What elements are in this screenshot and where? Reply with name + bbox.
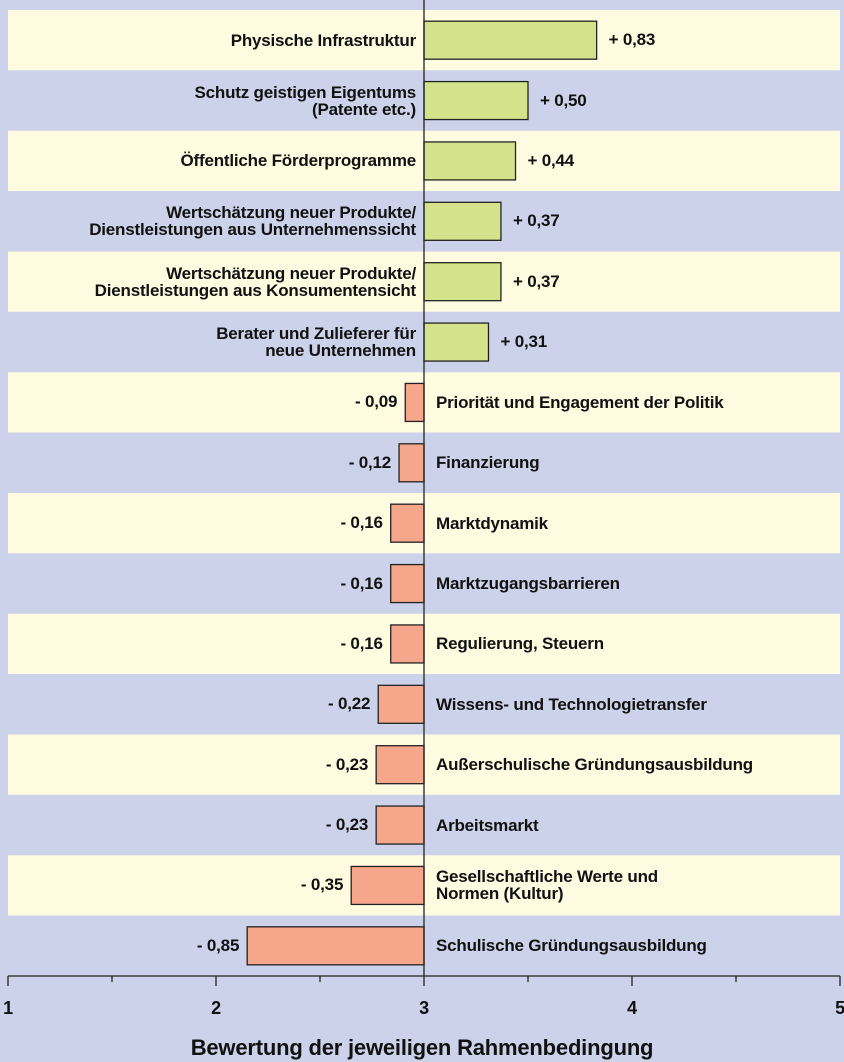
category-label: Außerschulische Gründungsausbildung <box>436 755 753 775</box>
category-label: Wertschätzung neuer Produkte/ Dienstleis… <box>89 203 416 240</box>
category-label: Wertschätzung neuer Produkte/ Dienstleis… <box>94 263 417 300</box>
category-label: Schulische Gründungsausbildung <box>436 936 707 956</box>
bar <box>398 443 425 483</box>
value-label: - 0,35 <box>300 875 344 895</box>
x-tick-label: 2 <box>211 998 221 1018</box>
value-label: - 0,16 <box>340 573 383 593</box>
value-label: - 0,16 <box>340 633 383 653</box>
value-label: + 0,37 <box>512 211 560 231</box>
value-label: - 0,12 <box>348 452 392 472</box>
category-label: Regulierung, Steuern <box>436 634 604 654</box>
value-label: + 0,37 <box>512 271 560 291</box>
category-label: Wissens- und Technologietransfer <box>436 694 707 714</box>
bar <box>423 141 517 181</box>
category-label: Finanzierung <box>436 453 540 473</box>
category-label: Marktdynamik <box>436 513 548 533</box>
bar <box>423 80 529 121</box>
x-tick-label: 1 <box>3 998 13 1018</box>
x-axis-title: Bewertung der jeweiligen Rahmenbedingung <box>190 1035 654 1060</box>
value-label: - 0,23 <box>325 815 369 835</box>
category-label: Schutz geistigen Eigentums (Patente etc.… <box>194 82 417 119</box>
category-label: Arbeitsmarkt <box>436 815 539 835</box>
bar <box>350 865 425 906</box>
bar <box>423 20 598 60</box>
value-label: - 0,22 <box>327 694 371 714</box>
bar <box>390 563 425 604</box>
category-label: Berater und Zulieferer für neue Unterneh… <box>216 324 416 361</box>
value-label: - 0,09 <box>355 392 398 412</box>
bar <box>390 503 425 543</box>
bar <box>375 805 425 845</box>
bar <box>377 684 425 724</box>
value-label: - 0,16 <box>340 513 383 533</box>
category-label: Priorität und Engagement der Politik <box>436 392 724 412</box>
value-label: + 0,50 <box>540 90 587 110</box>
category-label: Gesellschaftliche Werte und Normen (Kult… <box>436 867 658 904</box>
value-label: - 0,85 <box>196 935 240 955</box>
bar <box>246 926 425 966</box>
bar <box>423 262 502 302</box>
value-label: + 0,44 <box>527 150 575 170</box>
bar <box>423 201 502 241</box>
bar <box>375 745 425 785</box>
bar <box>404 382 425 423</box>
bar <box>423 322 490 362</box>
category-label: Marktzugangsbarrieren <box>436 574 620 594</box>
category-label: Physische Infrastruktur <box>230 30 417 50</box>
x-tick-label: 4 <box>627 998 637 1018</box>
value-label: + 0,83 <box>608 30 656 50</box>
x-tick-label: 3 <box>419 998 429 1018</box>
x-tick-label: 5 <box>835 998 844 1018</box>
bar <box>390 624 425 664</box>
value-label: + 0,31 <box>500 332 548 352</box>
category-label: Öffentliche Förderprogramme <box>180 151 417 171</box>
value-label: - 0,23 <box>325 754 369 774</box>
